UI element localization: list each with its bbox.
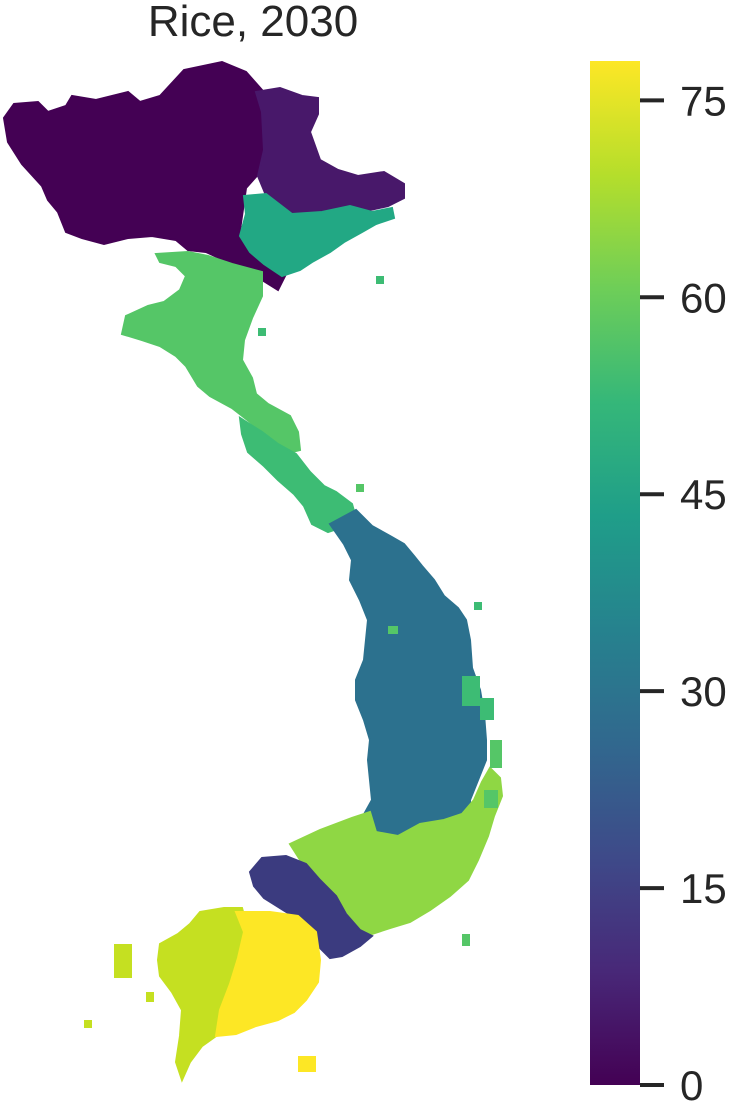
- map-cell: [474, 602, 482, 610]
- map-cell: [490, 740, 502, 768]
- map-cell: [298, 1056, 316, 1072]
- map-cell: [480, 698, 494, 720]
- map-cell: [84, 1020, 92, 1028]
- map-region: [214, 911, 322, 1038]
- map-cell: [462, 676, 480, 706]
- map-region: [238, 192, 396, 278]
- choropleth-map: [2, 60, 504, 1083]
- colorbar-tick-label: 75: [680, 77, 727, 124]
- map-cell: [462, 934, 470, 946]
- colorbar-tick-label: 45: [680, 471, 727, 518]
- colorbar-gradient: [590, 61, 640, 1085]
- map-region: [254, 86, 405, 216]
- map-cell: [356, 484, 364, 492]
- colorbar-tick-label: 30: [680, 668, 727, 715]
- map-cell: [376, 276, 384, 284]
- colorbar-tick-label: 60: [680, 274, 727, 321]
- map-cell: [258, 328, 266, 336]
- colorbar-tick-label: 15: [680, 865, 727, 912]
- map-cell: [484, 790, 498, 808]
- map-cell: [114, 944, 132, 978]
- map-region: [248, 854, 374, 960]
- colorbar-ticks: 0 15 30 45 60 75: [640, 77, 727, 1109]
- chart-title: Rice, 2030: [147, 0, 359, 46]
- colorbar-tick-label: 0: [680, 1062, 703, 1109]
- map-cell: [146, 992, 154, 1002]
- map-cell: [388, 626, 398, 634]
